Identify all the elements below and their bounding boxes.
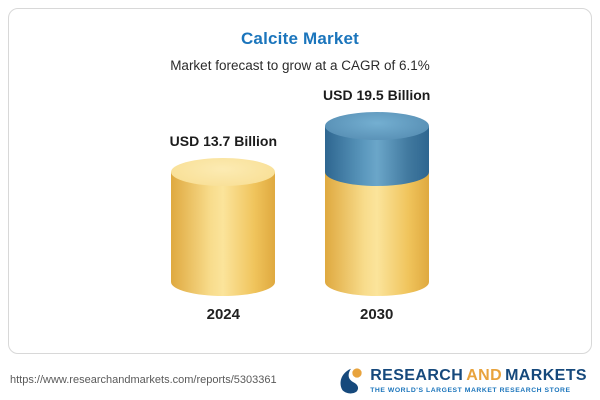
logo-text: RESEARCH AND MARKETS THE WORLD'S LARGEST M…	[370, 367, 590, 394]
logo-tagline: THE WORLD'S LARGEST MARKET RESEARCH STOR…	[370, 386, 571, 394]
logo-mark-icon	[340, 368, 362, 394]
chart-subtitle: Market forecast to grow at a CAGR of 6.1…	[170, 58, 430, 73]
page-title: Calcite Market	[240, 29, 360, 48]
cylinder-base-segment	[171, 158, 276, 296]
cylinder-top-cap	[171, 158, 276, 187]
report-url-link[interactable]: https://www.researchandmarkets.com/repor…	[10, 374, 277, 386]
logo-word-and: AND	[466, 366, 503, 384]
chart-card: Calcite Market Market forecast to grow a…	[8, 8, 592, 354]
logo-wordmark: RESEARCH AND MARKETS	[370, 367, 590, 385]
category-label-2030: 2030	[359, 305, 394, 323]
footer: https://www.researchandmarkets.com/repor…	[10, 365, 590, 395]
cylinder-2030	[324, 112, 429, 296]
cylinder-top-cap	[324, 112, 429, 140]
bar-value-label-2024: USD 13.7 Billion	[169, 133, 277, 150]
cylinder-growth-segment	[324, 112, 429, 187]
researchandmarkets-logo[interactable]: RESEARCH AND MARKETS THE WORLD'S LARGEST M…	[336, 365, 590, 395]
logo-word-research: RESEARCH	[370, 366, 464, 384]
cylinder-base-segment	[324, 172, 429, 296]
bar-value-label-2030: USD 19.5 Billion	[323, 87, 431, 103]
category-label-2024: 2024	[206, 305, 240, 323]
logo-word-markets: MARKETS	[505, 366, 587, 384]
bar-group-2030: USD 19.5 Billion 2030	[323, 87, 430, 323]
cylinder-2024	[171, 158, 276, 296]
bar-group-2024: USD 13.7 Billion 2024	[170, 133, 277, 323]
cylinder-bar-chart: USD 13.7 Billion 2024 USD 19.5 Billion	[9, 87, 591, 323]
